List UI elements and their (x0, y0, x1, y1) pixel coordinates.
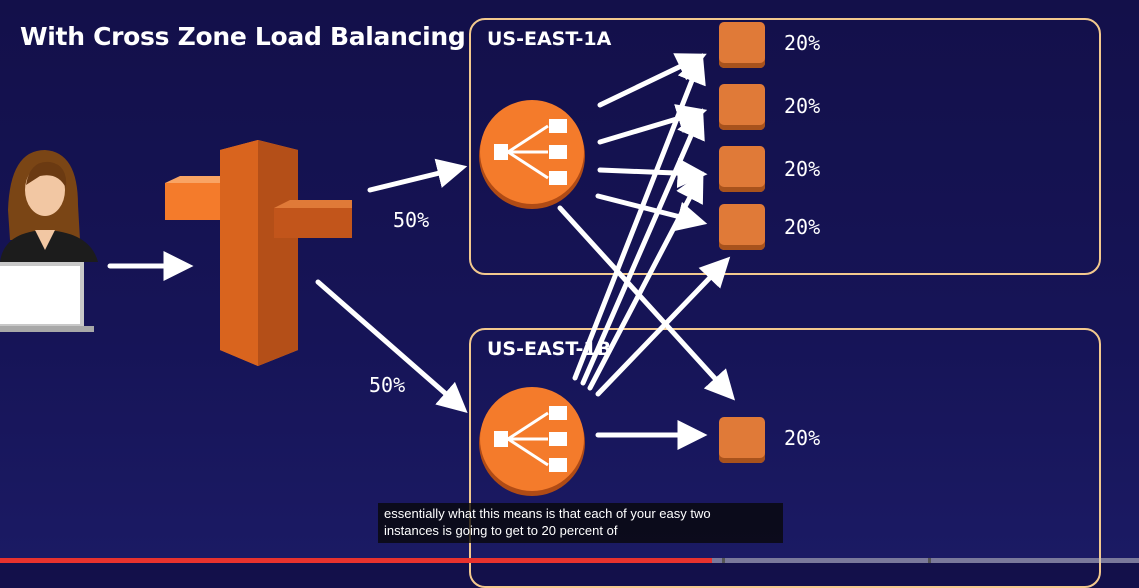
arrow-lba-to-instance-3 (597, 158, 708, 189)
architecture-diagram (0, 53, 736, 496)
instance-1-share: 20% (784, 31, 821, 55)
zone-label-b: US-EAST-1B (487, 338, 612, 360)
instance-4-share: 20% (784, 215, 821, 239)
video-progress-played (0, 558, 712, 563)
caption-line-2: instances is going to get to 20 percent … (384, 523, 618, 538)
load-balancer-b-icon (479, 387, 585, 496)
laptop-icon (0, 262, 94, 332)
zone-label-a: US-EAST-1A (487, 28, 612, 50)
ec2-instance-3 (719, 146, 765, 192)
arrow-lbb-to-instance-4 (595, 256, 731, 397)
user-icon (0, 150, 98, 262)
arrow-router-to-lb-a (367, 158, 468, 193)
ec2-instance-2 (719, 84, 765, 130)
caption-line-1: essentially what this means is that each… (384, 506, 711, 521)
chapter-marker (928, 558, 931, 563)
arrow-lba-to-instance-2 (597, 104, 708, 145)
arrow-lbb-to-instance-3 (587, 171, 704, 391)
lb-a-split-label: 50% (393, 208, 430, 232)
load-balancer-a-icon (479, 100, 585, 209)
slide-title: With Cross Zone Load Balancing (20, 22, 466, 51)
dns-router-icon (165, 140, 352, 366)
instance-2-share: 20% (784, 94, 821, 118)
instance-3-share: 20% (784, 157, 821, 181)
availability-zone-a: US-EAST-1A (469, 18, 1101, 275)
arrow-lbb-to-instance-2 (580, 108, 705, 386)
lb-b-split-label: 50% (369, 373, 406, 397)
ec2-instance-1 (719, 22, 765, 68)
ec2-instance-5 (719, 417, 765, 463)
ec2-instance-4 (719, 204, 765, 250)
chapter-marker (722, 558, 725, 563)
arrow-lba-to-instance-4 (595, 193, 708, 231)
traffic-arrows (107, 53, 736, 450)
arrow-router-to-lb-b (315, 279, 468, 413)
instance-5-share: 20% (784, 426, 821, 450)
video-caption: essentially what this means is that each… (378, 503, 783, 543)
video-progress-bar[interactable] (0, 558, 1139, 563)
arrow-lba-to-instance-5 (557, 205, 736, 401)
